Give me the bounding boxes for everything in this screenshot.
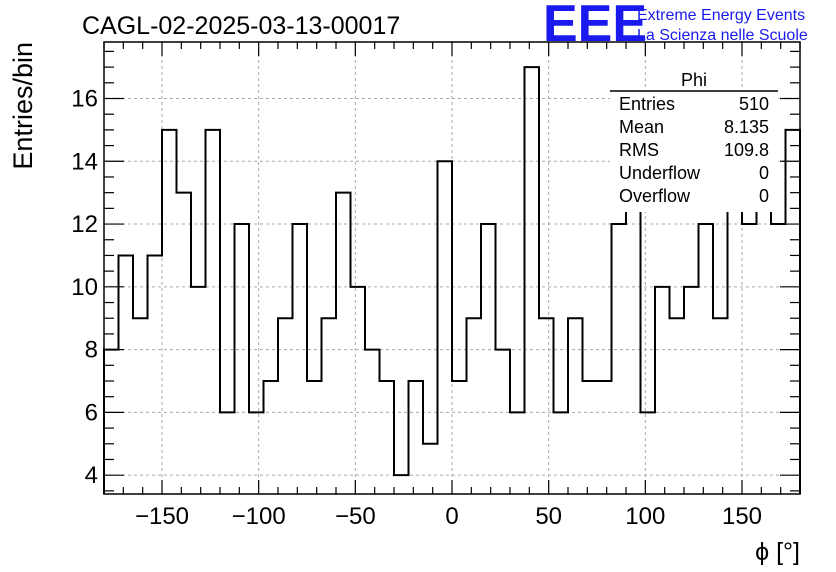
y-tick-label: 14	[71, 148, 98, 175]
eee-logo: EEE Extreme Energy Events La Scienza nel…	[543, 0, 808, 53]
y-tick-label: 12	[71, 211, 98, 238]
y-tick-label: 6	[85, 399, 98, 426]
stats-value-rms: 109.8	[724, 140, 769, 160]
stats-value-underflow: 0	[759, 163, 769, 183]
x-tick-label: 100	[625, 503, 665, 530]
stats-label-mean: Mean	[619, 117, 664, 137]
stats-label-rms: RMS	[619, 140, 659, 160]
stats-label-overflow: Overflow	[619, 186, 691, 206]
y-axis-label: Entries/bin	[8, 42, 38, 170]
axis-ticks	[103, 42, 801, 494]
y-tick-labels: 4 6 8 10 12 14 16	[71, 86, 98, 490]
histogram-outline	[103, 66, 801, 494]
stats-value-mean: 8.135	[724, 117, 769, 137]
y-tick-label: 10	[71, 274, 98, 301]
x-axis-label: ϕ [°]	[755, 538, 800, 566]
y-tick-label: 16	[71, 86, 98, 113]
eee-logo-mark: EEE	[543, 0, 647, 53]
x-tick-label: 0	[445, 503, 458, 530]
y-tick-label: 8	[85, 337, 98, 364]
stats-value-entries: 510	[739, 94, 769, 114]
stats-label-entries: Entries	[619, 94, 675, 114]
x-tick-label: −100	[232, 503, 286, 530]
chart-title: CAGL-02-2025-03-13-00017	[82, 12, 400, 40]
x-tick-label: 150	[722, 503, 762, 530]
x-tick-labels: −150 −100 −50 0 50 100 150	[135, 503, 762, 530]
x-tick-label: 50	[535, 503, 562, 530]
stats-value-overflow: 0	[759, 186, 769, 206]
x-tick-label: −50	[335, 503, 376, 530]
stats-title: Phi	[681, 70, 707, 90]
stats-box-background	[610, 90, 778, 212]
stats-box: Phi Entries 510 Mean 8.135 RMS 109.8 Und…	[610, 70, 778, 212]
logo-line-1: Extreme Energy Events	[637, 7, 805, 24]
logo-line-2: La Scienza nelle Scuole	[637, 27, 808, 44]
x-tick-label: −150	[135, 503, 189, 530]
y-tick-label: 4	[85, 462, 98, 489]
stats-label-underflow: Underflow	[619, 163, 701, 183]
